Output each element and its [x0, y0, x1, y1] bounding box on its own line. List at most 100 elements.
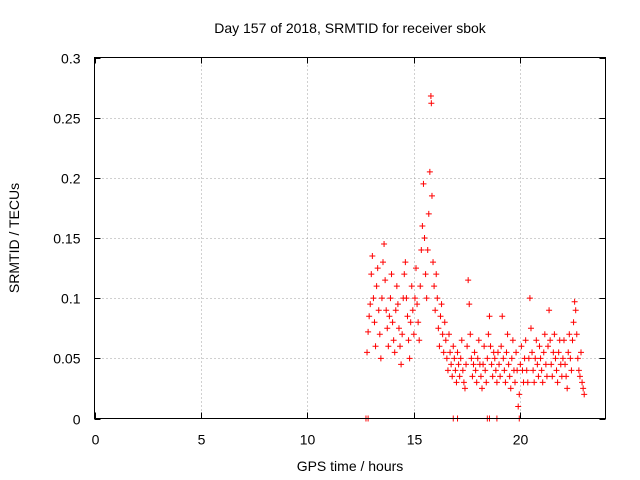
data-point [564, 385, 571, 392]
data-point [543, 373, 550, 380]
data-point [503, 349, 510, 356]
x-tick-label: 20 [513, 432, 529, 448]
data-point [371, 319, 378, 326]
data-point [440, 349, 447, 356]
data-point [461, 385, 468, 392]
data-point [437, 313, 444, 320]
plot-frame [94, 57, 606, 419]
data-point [382, 277, 389, 284]
data-point [409, 307, 416, 314]
data-point [547, 337, 554, 344]
data-point [391, 349, 398, 356]
data-point [515, 403, 522, 410]
data-point [452, 367, 459, 374]
data-point [387, 295, 394, 302]
data-point [571, 298, 578, 305]
data-point [372, 343, 379, 350]
data-point [446, 331, 453, 338]
data-point [524, 379, 531, 386]
data-point [534, 361, 541, 368]
data-point [458, 337, 465, 344]
data-point [408, 283, 415, 290]
data-point [454, 349, 461, 356]
data-point [418, 247, 425, 254]
data-point [489, 373, 496, 380]
data-point [493, 379, 500, 386]
data-point [469, 373, 476, 380]
data-point [542, 361, 549, 368]
data-point [449, 373, 456, 380]
data-point [389, 319, 396, 326]
data-point [551, 331, 558, 338]
data-point [375, 307, 382, 314]
data-point [428, 100, 435, 107]
data-point [507, 385, 514, 392]
data-point [508, 355, 515, 362]
chart-title: Day 157 of 2018, SRMTID for receiver sbo… [214, 20, 487, 36]
data-point [483, 379, 490, 386]
data-point [512, 379, 519, 386]
data-point [550, 349, 557, 356]
y-tick-label: 0.3 [61, 51, 81, 67]
data-point [453, 379, 460, 386]
data-point [411, 295, 418, 302]
x-tick-label: 5 [198, 432, 206, 448]
data-point [549, 373, 556, 380]
data-point [554, 379, 561, 386]
data-point [563, 373, 570, 380]
data-point [365, 328, 372, 335]
data-point [443, 355, 450, 362]
data-point [527, 325, 534, 332]
data-point [518, 343, 525, 350]
data-point [444, 367, 451, 374]
x-tick-label: 10 [300, 432, 316, 448]
data-point [383, 307, 390, 314]
data-point [427, 93, 434, 100]
data-point [447, 349, 454, 356]
data-point [497, 373, 504, 380]
data-point [460, 379, 467, 386]
data-point [435, 325, 442, 332]
data-point [480, 361, 487, 368]
data-point [407, 319, 414, 326]
data-point [384, 325, 391, 332]
data-point [481, 343, 488, 350]
data-point [422, 271, 429, 278]
data-point [402, 259, 409, 266]
data-point [566, 331, 573, 338]
data-point [373, 283, 380, 290]
data-point [450, 343, 457, 350]
data-point [572, 307, 579, 314]
data-point [580, 385, 587, 392]
data-points [362, 93, 588, 422]
data-point [401, 271, 408, 278]
data-point [533, 337, 540, 344]
data-point [432, 307, 439, 314]
data-point [403, 295, 410, 302]
data-point [433, 271, 440, 278]
data-point [441, 319, 448, 326]
data-point [509, 337, 516, 344]
data-point [514, 367, 521, 374]
data-point [420, 180, 427, 187]
data-point [369, 253, 376, 260]
data-point [573, 331, 580, 338]
data-point [499, 313, 506, 320]
data-point [474, 355, 481, 362]
data-point [423, 295, 430, 302]
axis-ticks: 0 5 10 15 20 0 0.05 0.1 0.15 0.2 0.25 0.3 [53, 51, 606, 448]
data-point [523, 367, 530, 374]
data-point [377, 355, 384, 362]
data-point [529, 349, 536, 356]
data-point [485, 331, 492, 338]
y-tick-label: 0.1 [61, 291, 81, 307]
data-point [536, 343, 543, 350]
data-point [459, 367, 466, 374]
data-point [531, 379, 538, 386]
data-point [472, 367, 479, 374]
data-point [488, 361, 495, 368]
data-point [471, 349, 478, 356]
data-point [439, 331, 446, 338]
data-point [419, 222, 426, 229]
data-point [494, 349, 501, 356]
